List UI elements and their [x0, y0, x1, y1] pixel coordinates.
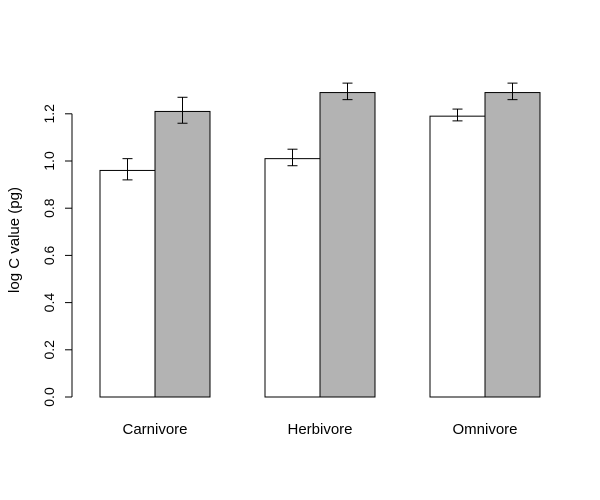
error-bars [122, 82, 518, 181]
y-tick-label: 0.2 [41, 340, 57, 360]
error-bar-carnivore-series-1 [122, 158, 133, 181]
bars [99, 92, 541, 398]
y-axis-label: log C value (pg) [6, 187, 23, 293]
error-bar-herbivore-series-2 [342, 82, 353, 101]
y-tick-label: 1.0 [41, 151, 57, 171]
y-axis: 0.0 0.2 0.4 0.6 0.8 1.0 1.2 [41, 104, 73, 407]
y-tick-label: 1.2 [41, 104, 57, 124]
error-bar-omnivore-series-1 [452, 108, 463, 122]
bar-herbivore-series-1 [264, 158, 321, 398]
x-tick-label-herbivore: Herbivore [287, 421, 352, 438]
bar-omnivore-series-1 [429, 115, 486, 398]
x-tick-label-omnivore: Omnivore [452, 421, 517, 438]
y-tick-label: 0.0 [41, 387, 57, 407]
error-bar-herbivore-series-1 [287, 148, 298, 167]
x-tick-labels: Carnivore Herbivore Omnivore [122, 421, 517, 438]
error-bar-omnivore-series-2 [507, 82, 518, 101]
bar-carnivore-series-2 [154, 110, 211, 398]
y-tick-label: 0.8 [41, 198, 57, 218]
y-tick-label: 0.4 [41, 293, 57, 313]
error-bar-carnivore-series-2 [177, 96, 188, 124]
bar-herbivore-series-2 [319, 92, 376, 398]
bar-carnivore-series-1 [99, 169, 156, 398]
y-tick-label: 0.6 [41, 245, 57, 265]
x-tick-label-carnivore: Carnivore [122, 421, 187, 438]
bar-omnivore-series-2 [484, 92, 541, 398]
